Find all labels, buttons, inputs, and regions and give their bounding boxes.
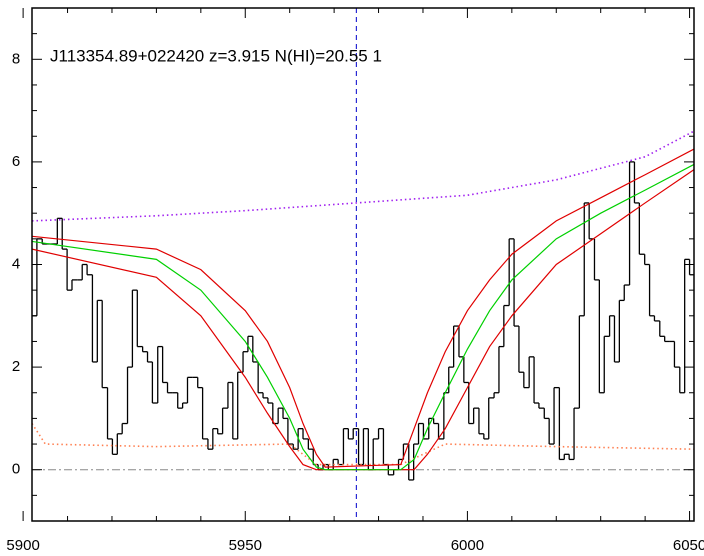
model-curve bbox=[32, 163, 694, 471]
y-tick-label: 4 bbox=[12, 255, 20, 272]
x-tick-label: 5900 bbox=[6, 537, 39, 554]
x-tick-label: 6000 bbox=[451, 537, 484, 554]
x-tick-label: 5950 bbox=[229, 537, 262, 554]
y-tick-label: 8 bbox=[12, 50, 20, 67]
chart-title: J113354.89+022420 z=3.915 N(HI)=20.55 1 bbox=[50, 46, 382, 65]
plot-area bbox=[32, 8, 694, 521]
y-tick-label: 0 bbox=[12, 461, 20, 478]
y-tick-label: 2 bbox=[12, 358, 20, 375]
model-curve bbox=[32, 169, 694, 471]
model-curve bbox=[32, 148, 694, 468]
dotted-curve bbox=[32, 423, 694, 466]
x-tick-label: 6050 bbox=[673, 537, 704, 554]
y-tick-label: 6 bbox=[12, 153, 20, 170]
